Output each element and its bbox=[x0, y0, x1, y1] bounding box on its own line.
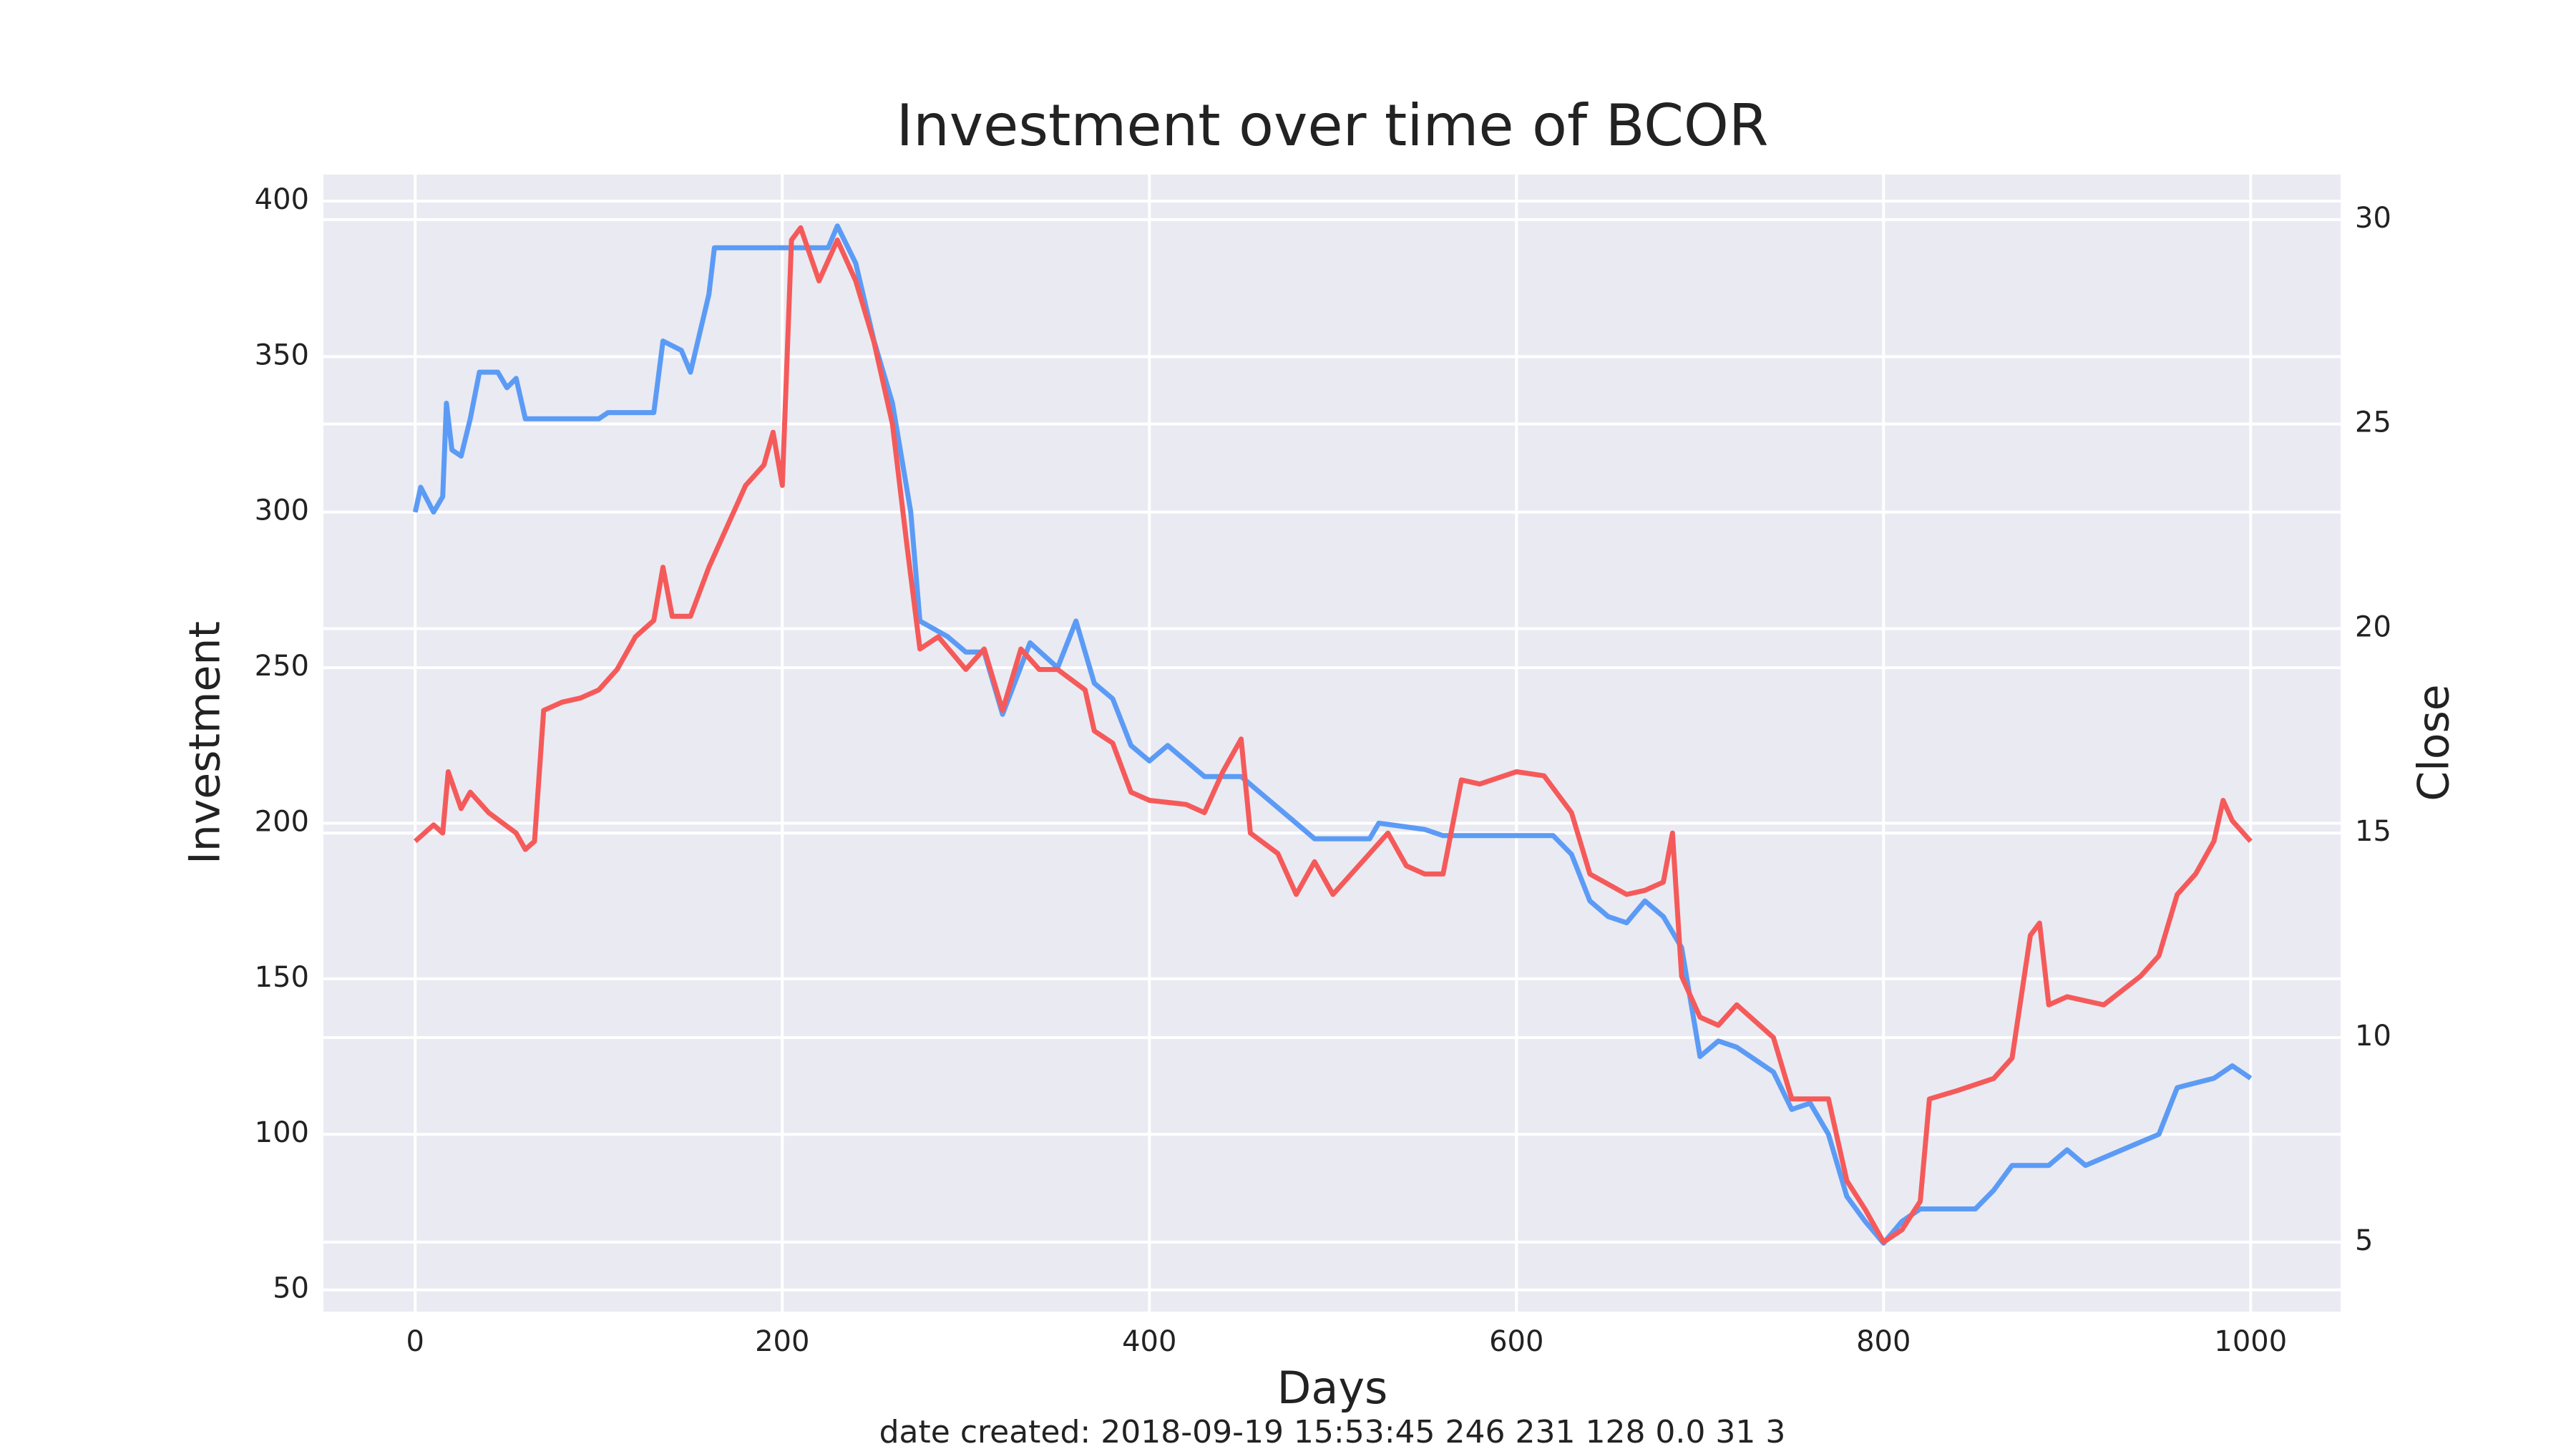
y-tick-label: 50 bbox=[273, 1272, 309, 1305]
y2-tick-label: 20 bbox=[2355, 610, 2391, 643]
y-tick-label: 350 bbox=[255, 338, 309, 371]
footnote: date created: 2018-09-19 15:53:45 246 23… bbox=[879, 1414, 1786, 1449]
x-tick-label: 0 bbox=[406, 1325, 424, 1358]
y2-tick-label: 30 bbox=[2355, 202, 2391, 235]
y2-tick-label: 10 bbox=[2355, 1020, 2391, 1053]
y2-tick-label: 5 bbox=[2355, 1224, 2373, 1257]
y-tick-label: 400 bbox=[255, 183, 309, 216]
x-tick-label: 400 bbox=[1122, 1325, 1176, 1358]
y2-tick-label: 25 bbox=[2355, 406, 2391, 439]
x-tick-label: 200 bbox=[755, 1325, 809, 1358]
line-series bbox=[413, 225, 2253, 1245]
x-tick-label: 1000 bbox=[2214, 1325, 2287, 1358]
y2-axis-label: Close bbox=[2409, 684, 2459, 801]
y-tick-label: 250 bbox=[255, 650, 309, 683]
y-tick-label: 150 bbox=[255, 961, 309, 994]
y-tick-label: 300 bbox=[255, 494, 309, 527]
y-tick-label: 200 bbox=[255, 805, 309, 838]
y-axis-label: Investment bbox=[180, 621, 230, 864]
chart-title: Investment over time of BCOR bbox=[897, 92, 1769, 159]
x-axis-label: Days bbox=[1277, 1362, 1388, 1414]
y-tick-label: 100 bbox=[255, 1116, 309, 1149]
y2-tick-label: 15 bbox=[2355, 815, 2391, 848]
x-tick-label: 600 bbox=[1489, 1325, 1543, 1358]
plot-background bbox=[323, 175, 2341, 1312]
x-tick-label: 800 bbox=[1856, 1325, 1911, 1358]
